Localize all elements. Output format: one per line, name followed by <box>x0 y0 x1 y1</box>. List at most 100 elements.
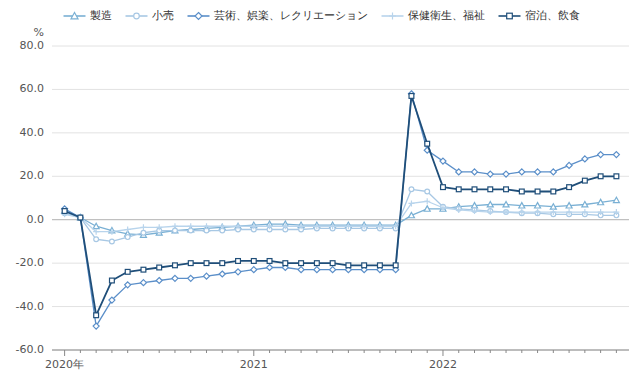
point <box>535 209 541 215</box>
legend-label: 保健衛生、福祉 <box>408 9 485 22</box>
point <box>424 206 430 211</box>
legend-marker <box>389 13 396 20</box>
x-tick <box>395 350 396 353</box>
point <box>550 204 556 209</box>
x-tick <box>238 350 239 353</box>
legend-label: 製造 <box>90 9 112 22</box>
point <box>456 207 462 213</box>
point <box>566 203 572 208</box>
x-tick <box>521 350 522 353</box>
point <box>425 141 430 146</box>
point <box>141 267 146 272</box>
point <box>93 229 99 235</box>
point <box>440 205 446 211</box>
point <box>503 202 509 207</box>
x-tick-label: 2022 <box>429 358 457 371</box>
point <box>346 263 351 268</box>
point <box>456 169 462 175</box>
x-tick <box>96 350 97 353</box>
x-tick <box>569 350 570 353</box>
point <box>472 169 478 175</box>
point <box>110 239 115 244</box>
point <box>282 223 288 229</box>
point <box>157 265 162 270</box>
point <box>598 199 604 204</box>
point <box>472 187 477 192</box>
grid-line <box>52 46 629 47</box>
y-axis-label: % <box>34 26 44 39</box>
point <box>314 267 320 273</box>
x-axis-line <box>52 350 629 351</box>
x-tick <box>111 350 112 353</box>
point <box>156 224 162 230</box>
point <box>109 229 115 235</box>
point <box>125 235 130 240</box>
legend-marker <box>507 13 513 19</box>
point <box>188 275 194 281</box>
point <box>141 230 146 235</box>
series <box>62 197 620 237</box>
point <box>598 174 603 179</box>
point <box>203 223 209 229</box>
point <box>125 226 131 232</box>
point <box>519 189 524 194</box>
grid-line <box>52 306 629 307</box>
x-tick <box>64 350 65 356</box>
grid-line <box>52 176 629 177</box>
x-tick-label: 2020年 <box>45 358 84 371</box>
x-tick <box>316 350 317 353</box>
point <box>487 209 493 215</box>
point <box>298 223 304 229</box>
x-tick <box>490 350 491 353</box>
point <box>267 264 273 270</box>
point <box>613 209 619 215</box>
point <box>488 187 493 192</box>
point <box>219 271 225 277</box>
point <box>550 169 556 175</box>
point <box>236 259 241 264</box>
legend-item: 小売 <box>126 9 174 22</box>
x-tick <box>332 350 333 353</box>
point <box>204 261 209 266</box>
point <box>393 223 399 229</box>
point <box>235 269 241 275</box>
point <box>188 261 193 266</box>
point <box>408 212 414 217</box>
point <box>519 169 525 175</box>
point <box>62 208 68 213</box>
point <box>598 152 604 158</box>
point <box>188 223 194 229</box>
x-tick <box>253 350 254 356</box>
point <box>220 261 225 266</box>
point <box>330 261 335 266</box>
series-line <box>65 189 617 241</box>
grid-line <box>52 350 629 351</box>
point <box>93 223 99 228</box>
point <box>203 273 209 279</box>
zero-line <box>52 219 629 220</box>
x-tick <box>159 350 160 353</box>
point <box>251 267 257 273</box>
point <box>503 171 509 177</box>
grid <box>52 46 629 350</box>
point <box>93 323 99 329</box>
point <box>251 259 256 264</box>
x-tick <box>379 350 380 353</box>
point <box>299 261 304 266</box>
x-tick <box>600 350 601 353</box>
point <box>378 263 383 268</box>
point <box>582 202 588 207</box>
legend-label: 宿泊、飲食 <box>525 9 580 22</box>
point <box>94 237 99 242</box>
point <box>551 189 556 194</box>
point <box>330 267 336 273</box>
y-tick-label: 80.0 <box>20 39 45 52</box>
series <box>62 91 620 329</box>
point <box>393 263 398 268</box>
point <box>425 189 430 194</box>
legend-label: 小売 <box>152 9 174 22</box>
point <box>441 185 446 190</box>
x-tick <box>537 350 538 353</box>
point <box>251 223 257 229</box>
x-tick <box>584 350 585 353</box>
